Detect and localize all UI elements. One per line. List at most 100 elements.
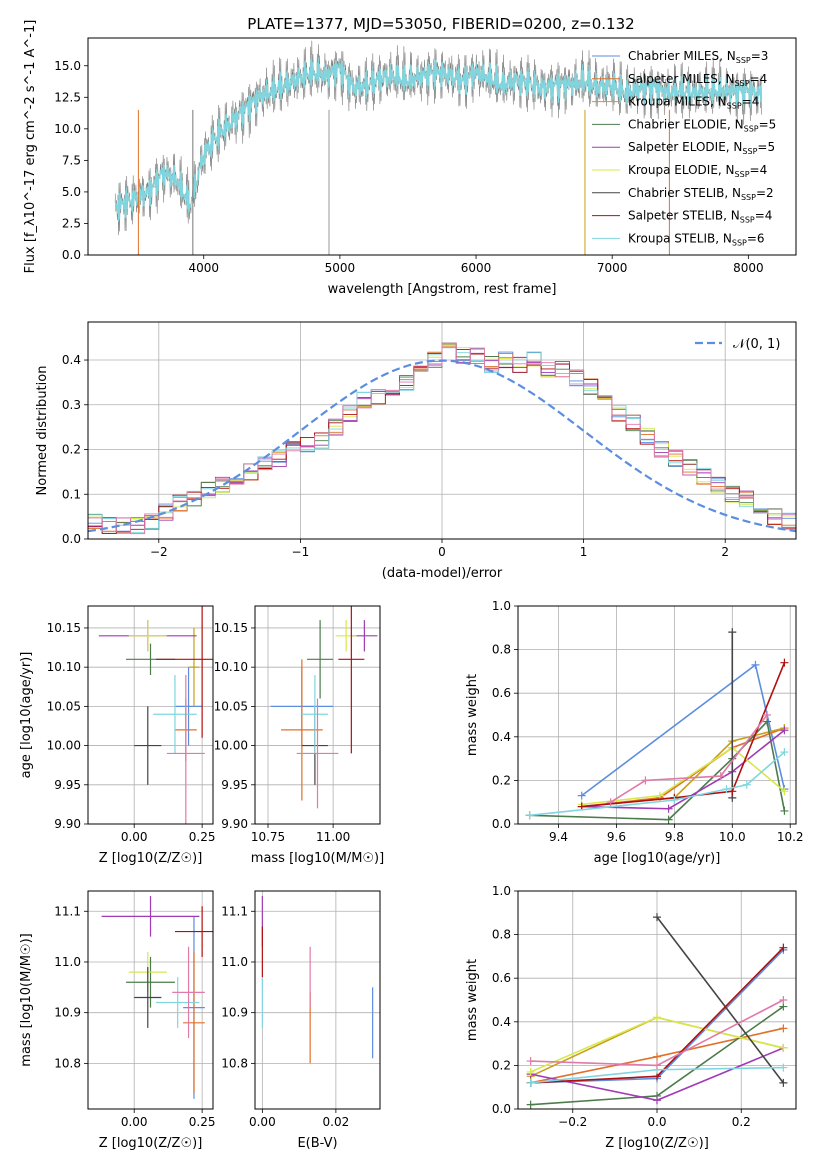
x-tick-label: 0.00 (249, 1115, 276, 1129)
legend-subscript: SSP (736, 56, 751, 65)
y-tick-label: 10.10 (214, 660, 248, 674)
legend-count: =4 (750, 72, 768, 86)
weight-marker (526, 1100, 535, 1109)
y-tick-label: 11.0 (54, 955, 81, 969)
model-spectrum-kroupa-stelib (114, 54, 763, 222)
x-tick-label: 0.00 (121, 1115, 148, 1129)
y-tick-label: 10.8 (221, 1056, 248, 1070)
y-tick-label: 0.0 (62, 532, 81, 546)
x-tick-label: −1 (292, 545, 310, 559)
x-axis-label: Z [log10(Z/Z☉)] (99, 851, 203, 866)
weight-marker (664, 815, 673, 824)
weight-marker (526, 1067, 535, 1076)
y-axis-label: Normed distribution (35, 366, 50, 496)
x-tick-label: 2 (721, 545, 729, 559)
weight-marker (779, 996, 788, 1004)
x-tick-label: 0.25 (189, 1115, 216, 1129)
y-tick-label: 10.05 (214, 699, 248, 713)
y-tick-label: 0.2 (62, 443, 81, 457)
x-axis-label: wavelength [Angstrom, rest frame] (328, 282, 557, 297)
axes-frame (87, 890, 214, 1110)
y-tick-label: 0.3 (62, 398, 81, 412)
weight-marker (653, 1096, 661, 1105)
legend-count: =4 (742, 95, 760, 109)
legend-subscript: SSP (727, 102, 742, 111)
x-tick-label: 9.8 (665, 830, 684, 844)
y-tick-label: 0.6 (492, 971, 511, 985)
x-tick-label: 0.25 (189, 830, 216, 844)
legend-subscript: SSP (735, 170, 750, 179)
weight-marker (722, 785, 731, 794)
panel-5 (514, 605, 797, 828)
legend-entry: Kroupa STELIB, NSSP=6 (628, 231, 765, 247)
y-tick-label: 0.2 (492, 1058, 511, 1072)
y-tick-label: 2.5 (62, 216, 81, 230)
panel-data (88, 342, 796, 539)
x-axis-label: Z [log10(Z/Z☉)] (99, 1136, 203, 1151)
x-tick-label: 0.02 (323, 1115, 350, 1129)
x-axis-label: (data-model)/error (382, 566, 503, 581)
panel-3 (84, 605, 214, 828)
x-tick-label: 11.00 (316, 830, 350, 844)
y-tick-label: 0.0 (62, 248, 81, 262)
panel-7 (251, 890, 381, 1113)
weight-marker (780, 658, 789, 667)
y-tick-label: 1.0 (492, 884, 511, 898)
y-tick-label: 1.0 (492, 599, 511, 613)
y-tick-label: 11.1 (54, 904, 81, 918)
y-tick-label: 0.0 (492, 1102, 511, 1116)
y-tick-label: 10.00 (214, 739, 248, 753)
weight-marker (779, 1043, 788, 1052)
axes-frame (254, 605, 381, 825)
y-tick-label: 10.8 (54, 1056, 81, 1070)
y-tick-label: 9.95 (221, 778, 248, 792)
y-tick-label: 10.15 (47, 621, 81, 635)
legend-entry: Salpeter ELODIE, NSSP=5 (628, 140, 775, 156)
panel-6 (84, 890, 214, 1113)
weight-marker (526, 1057, 535, 1066)
panel-data (98, 606, 213, 824)
panel-data (261, 896, 374, 1064)
legend-count: =5 (759, 117, 777, 131)
y-tick-label: 9.90 (54, 817, 81, 831)
x-tick-label: 9.4 (549, 830, 568, 844)
weight-series (529, 719, 786, 821)
y-axis-label: mass [log10(M/M☉)] (19, 933, 34, 1066)
legend-count: =4 (750, 163, 768, 177)
x-tick-label: 0.2 (732, 1115, 751, 1129)
weight-marker (606, 798, 615, 807)
weight-marker (780, 806, 789, 815)
x-axis-label: Z [log10(Z/Z☉)] (605, 1136, 709, 1151)
y-tick-label: 11.0 (221, 955, 248, 969)
weight-marker (742, 780, 751, 789)
weight-marker (779, 1078, 788, 1087)
x-tick-label: 9.6 (607, 830, 626, 844)
weight-marker (526, 1078, 535, 1087)
x-axis-label: E(B-V) (297, 1136, 337, 1151)
x-tick-label: 10.75 (251, 830, 285, 844)
legend-entry: Salpeter MILES, NSSP=4 (628, 72, 767, 88)
y-tick-label: 10.15 (214, 621, 248, 635)
y-axis-label: mass weight (465, 959, 480, 1041)
y-axis-label: mass weight (465, 674, 480, 756)
axes-frame (517, 605, 797, 825)
panel-data (114, 40, 763, 255)
legend-subscript: SSP (742, 147, 757, 156)
panel-data (270, 606, 378, 809)
x-tick-label: 8000 (733, 261, 764, 275)
y-tick-label: 0.4 (492, 730, 511, 744)
weight-marker (655, 791, 664, 800)
y-tick-label: 12.5 (54, 90, 81, 104)
legend-subscript: SSP (740, 216, 755, 225)
y-tick-label: 10.05 (47, 699, 81, 713)
legend-count: =2 (756, 186, 774, 200)
weight-series (581, 663, 786, 797)
x-tick-label: 10.0 (719, 830, 746, 844)
legend-entry: Kroupa ELODIE, NSSP=4 (628, 163, 767, 179)
legend-subscript: SSP (732, 238, 747, 247)
x-tick-label: −0.2 (558, 1115, 587, 1129)
legend-subscript: SSP (744, 124, 759, 133)
y-tick-label: 0.0 (492, 817, 511, 831)
y-tick-label: 9.90 (221, 817, 248, 831)
